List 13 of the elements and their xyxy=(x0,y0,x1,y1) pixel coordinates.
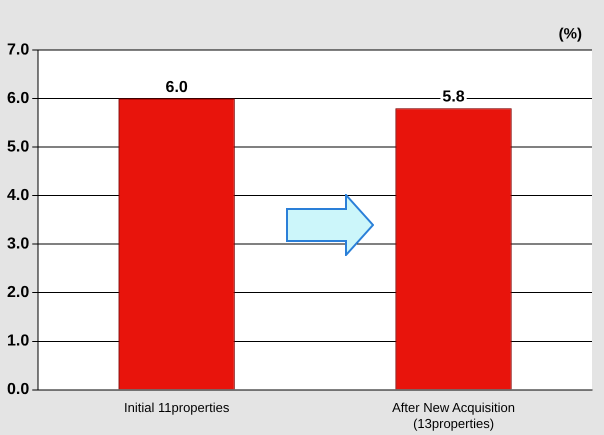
y-tick-label: 3.0 xyxy=(6,236,30,253)
y-axis-title: (%) xyxy=(558,26,582,43)
y-tick-label: 1.0 xyxy=(6,332,30,350)
y-tick-label: 4.0 xyxy=(6,187,30,204)
y-tick-label: 2.0 xyxy=(6,284,30,302)
data-label: 6.0 xyxy=(166,78,188,96)
y-tick-label: 0.0 xyxy=(6,381,30,398)
data-label: 5.8 xyxy=(442,88,465,106)
x-tick-label: After New Acquisition (13properties) xyxy=(392,400,515,431)
x-tick-label: Initial 11properties xyxy=(124,400,230,416)
y-tick-label: 7.0 xyxy=(6,41,30,58)
y-tick-label: 6.0 xyxy=(6,90,30,107)
y-tick-label: 5.0 xyxy=(6,138,30,156)
